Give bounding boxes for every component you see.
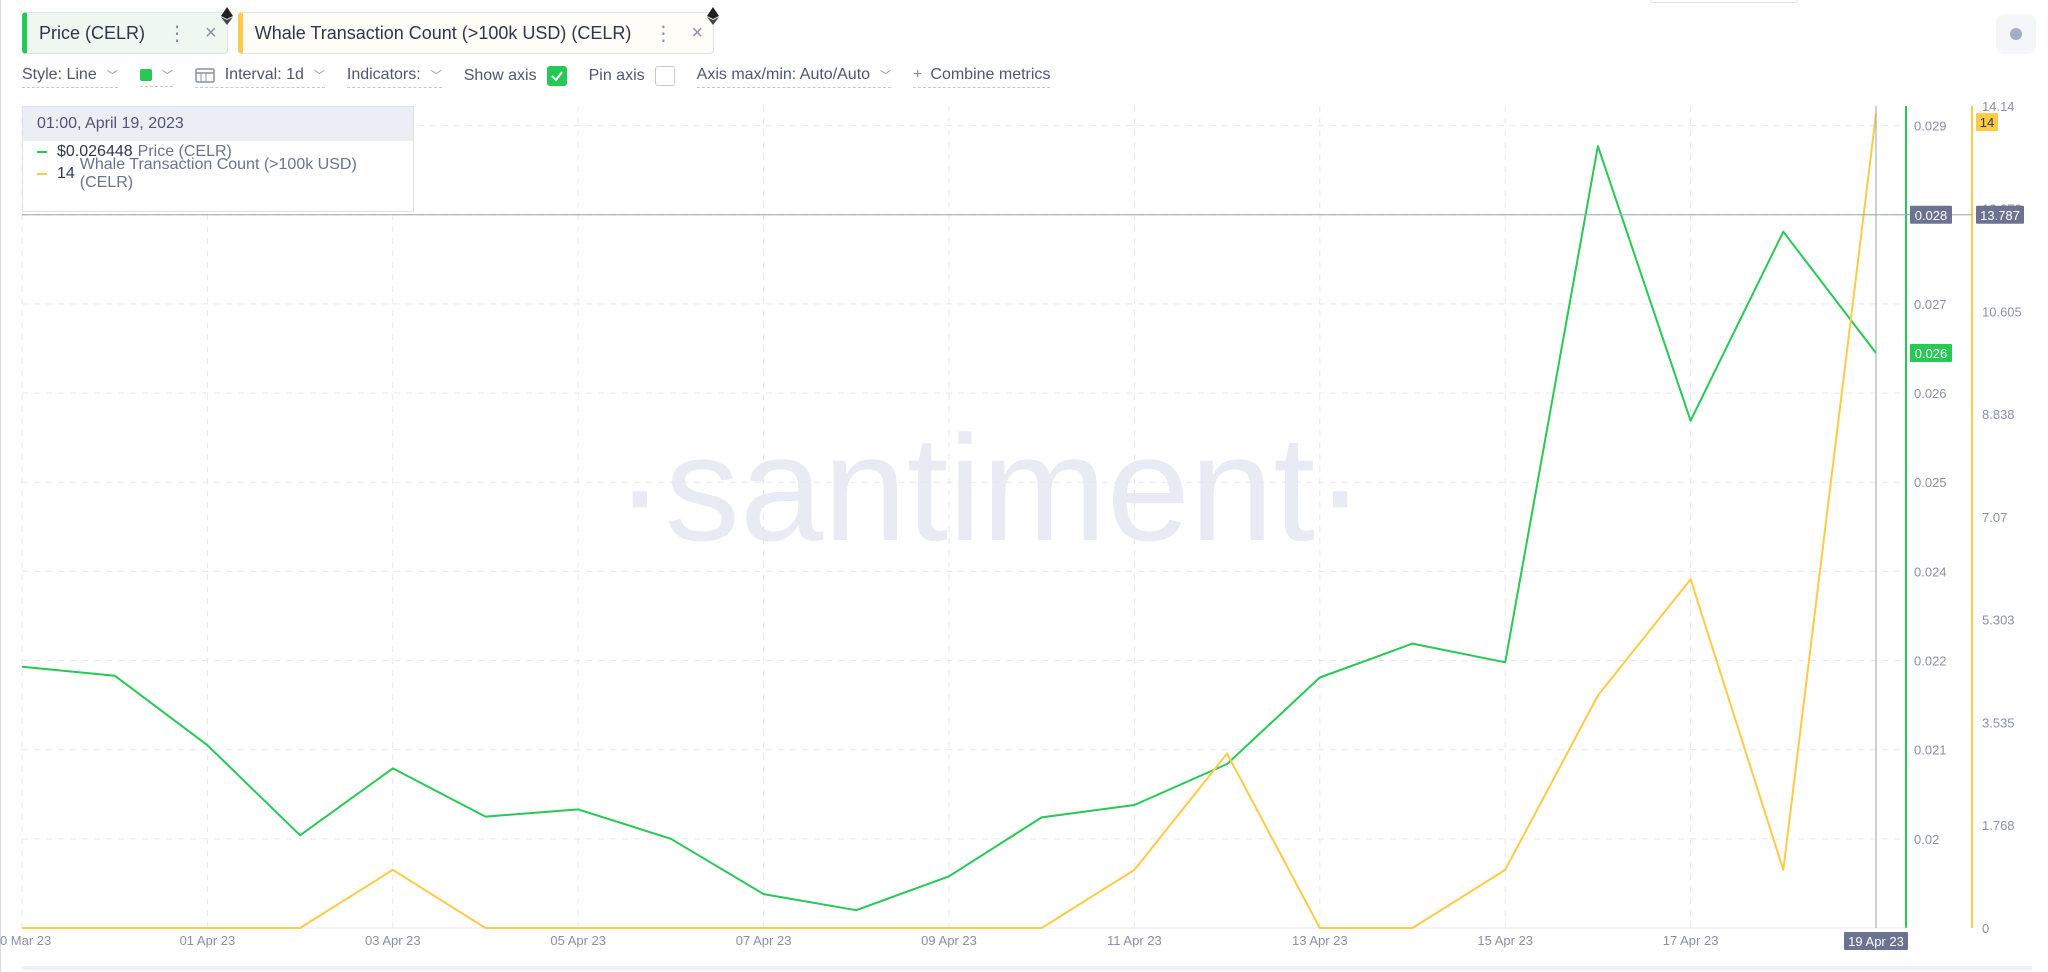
- x-axis-tick-label: 15 Apr 23: [1477, 933, 1533, 948]
- crosshair-left-label-bg: [1910, 205, 1952, 224]
- x-axis-tick-label: 03 Apr 23: [365, 933, 421, 948]
- pin-axis-toggle[interactable]: Pin axis: [588, 65, 675, 89]
- crosshair-left-label: 0.028: [1915, 208, 1948, 223]
- santiment-watermark: ·santiment·: [615, 404, 1365, 572]
- legend-green-swatch: [37, 151, 47, 153]
- tooltip-whale-label: Whale Transaction Count (>100k USD) (CEL…: [79, 156, 357, 191]
- metric-tab-price[interactable]: Price (CELR) ⋮ ×: [22, 7, 233, 54]
- combine-metrics-label: Combine metrics: [930, 66, 1051, 83]
- left-axis-tick-label: 0.024: [1914, 564, 1947, 579]
- tooltip-whale-value: 14: [56, 165, 75, 182]
- x-axis-tick-label: 01 Apr 23: [180, 933, 236, 948]
- chevron-down-icon: ﹀: [880, 70, 892, 82]
- plus-icon: +: [913, 66, 923, 83]
- indicators-label: Indicators:: [346, 66, 421, 83]
- ethereum-icon: [707, 7, 720, 25]
- series-line: [21, 145, 1877, 912]
- last-value-price-label-bg: [1910, 343, 1952, 362]
- tooltip-whale-row: 14 Whale Transaction Count (>100k USD) (…: [23, 156, 413, 191]
- right-axis-tick-label: 7.07: [1982, 510, 2007, 525]
- crosshair-right-label: 13.787: [1980, 208, 2020, 223]
- x-axis-tick-label: 13 Apr 23: [1292, 933, 1348, 948]
- show-axis-label: Show axis: [463, 66, 537, 84]
- crosshair-right-label-bg: [1976, 205, 2024, 224]
- crosshair-overlay: 0.028 13.787 19 Apr 23 0.026 14: [22, 106, 2024, 950]
- crosshair-x-label-bg: [1844, 932, 1908, 950]
- series-lines: [21, 113, 1877, 929]
- right-axis-tick-label: 14.14: [1982, 99, 2015, 114]
- chevron-down-icon: ﹀: [430, 70, 442, 82]
- right-axis-tick-label: 0: [1982, 921, 1989, 936]
- x-axis-tick-label: 09 Apr 23: [921, 933, 977, 948]
- checkbox-unchecked-icon[interactable]: [654, 65, 675, 86]
- close-icon[interactable]: ×: [205, 21, 217, 44]
- x-axis-tick-label: 05 Apr 23: [550, 933, 606, 948]
- metric-tab-whale-label: Whale Transaction Count (>100k USD) (CEL…: [254, 22, 632, 43]
- series-line: [22, 113, 1877, 929]
- chart-tooltip: 01:00, April 19, 2023 $0.026448 Price (C…: [22, 106, 414, 212]
- interval-dropdown[interactable]: Interval: 1d ﹀: [194, 66, 325, 88]
- more-options-icon[interactable]: ⋮: [653, 22, 674, 45]
- axis-maxmin-dropdown[interactable]: Axis max/min: Auto/Auto ﹀: [696, 66, 892, 88]
- show-axis-toggle[interactable]: Show axis: [463, 65, 567, 89]
- legend-yellow-swatch: [37, 173, 47, 175]
- right-axis-tick-label: 8.838: [1982, 407, 2015, 422]
- style-dropdown[interactable]: Style: Line ﹀: [22, 66, 118, 88]
- tooltip-price-row: $0.026448 Price (CELR): [23, 141, 413, 163]
- left-axis-tick-label: 0.022: [1914, 654, 1947, 669]
- timeline-scrollbar[interactable]: [22, 966, 2032, 970]
- metric-tab-price-label: Price (CELR): [39, 22, 146, 43]
- top-dropdown-stub[interactable]: [1650, 0, 1798, 3]
- left-axis-tick-label: 0.026: [1914, 386, 1947, 401]
- right-axis-tick-label: 5.303: [1982, 613, 2015, 628]
- left-axis-tick-label: 0.02: [1914, 832, 1939, 847]
- metric-tab-whale[interactable]: Whale Transaction Count (>100k USD) (CEL…: [237, 7, 720, 54]
- record-dot-icon: [2010, 28, 2022, 40]
- x-axis-tick-label: 11 Apr 23: [1107, 933, 1162, 948]
- crosshair-x-label: 19 Apr 23: [1848, 934, 1904, 949]
- last-value-whale-label: 14: [1980, 115, 1994, 130]
- chevron-down-icon: ﹀: [106, 70, 118, 82]
- interval-label: Interval: 1d: [224, 66, 304, 83]
- left-axis-tick-label: 0.025: [1914, 475, 1947, 490]
- left-axis-tick-label: 0.027: [1914, 297, 1947, 312]
- color-swatch-icon: [139, 69, 152, 81]
- right-axis-tick-label: 10.605: [1982, 305, 2022, 320]
- checkbox-checked-icon[interactable]: [546, 65, 567, 86]
- axis-maxmin-label: Axis max/min: Auto/Auto: [696, 66, 871, 83]
- left-axis-tick-label: 0.029: [1914, 119, 1947, 134]
- chevron-down-icon: ﹀: [161, 70, 173, 82]
- close-icon[interactable]: ×: [691, 21, 704, 44]
- tooltip-time: 01:00, April 19, 2023: [23, 107, 413, 141]
- tooltip-price-label: Price (CELR): [137, 143, 232, 160]
- x-axis-tick-label: 17 Apr 23: [1663, 933, 1719, 948]
- ethereum-icon: [220, 7, 233, 25]
- last-value-price-label: 0.026: [1915, 346, 1948, 361]
- calendar-icon: [194, 68, 215, 83]
- x-axis-tick-label: 07 Apr 23: [736, 933, 792, 948]
- metric-tabs: Price (CELR) ⋮ × Whale Transaction Count…: [22, 7, 720, 54]
- chevron-down-icon: ﹀: [313, 70, 325, 82]
- pin-axis-label: Pin axis: [588, 66, 645, 84]
- combine-metrics-button[interactable]: + Combine metrics: [913, 66, 1051, 88]
- color-picker[interactable]: ﹀: [139, 67, 173, 87]
- tooltip-price-value: $0.026448: [57, 143, 133, 160]
- left-edge-border: [0, 0, 1, 972]
- right-axis-tick-label: 1.768: [1982, 818, 2015, 833]
- indicators-dropdown[interactable]: Indicators: ﹀: [346, 66, 442, 88]
- more-options-icon[interactable]: ⋮: [167, 22, 188, 45]
- left-axis-tick-label: 0.021: [1914, 743, 1947, 758]
- chart-toolbar: Style: Line ﹀ ﹀ Interval: 1d ﹀ Indicator…: [22, 64, 1072, 90]
- record-button[interactable]: [1996, 14, 2036, 54]
- last-value-whale-label-bg: [1976, 113, 1998, 132]
- style-label: Style: Line: [22, 66, 97, 83]
- x-axis-tick-label: 30 Mar 23: [0, 933, 51, 948]
- right-axis-tick-label: 3.535: [1982, 716, 2015, 731]
